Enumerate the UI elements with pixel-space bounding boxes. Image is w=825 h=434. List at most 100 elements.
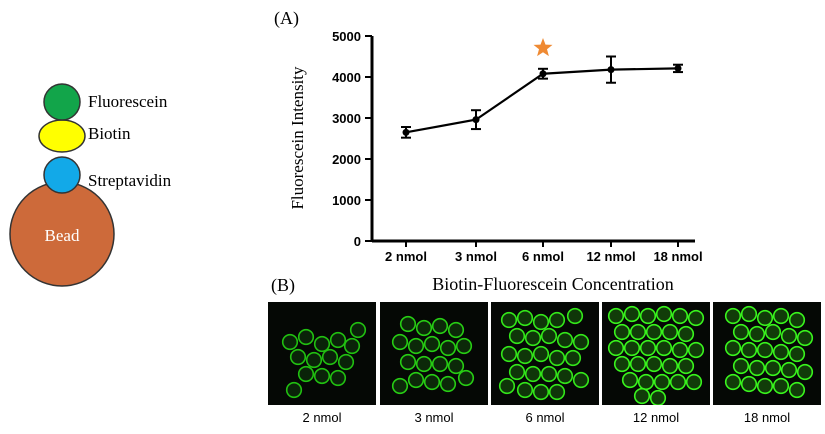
- bead-particle: [780, 361, 798, 379]
- micrograph-image: [281, 321, 367, 399]
- bead-particle: [439, 339, 457, 357]
- bead-particle: [613, 323, 631, 341]
- bead-particle: [407, 371, 425, 389]
- bead-particle: [329, 331, 347, 349]
- bead-particle: [740, 341, 758, 359]
- micrograph-label: 12 nmol: [632, 410, 680, 425]
- bead-particle: [399, 353, 417, 371]
- micrograph-3nmol: [380, 302, 488, 405]
- bead-particle: [391, 377, 409, 395]
- bead-particle: [637, 373, 655, 391]
- data-point: [472, 116, 480, 124]
- bead-particle: [653, 373, 671, 391]
- bead-particle: [748, 325, 766, 343]
- bead-particle: [548, 311, 566, 329]
- x-axis-title: Biotin-Fluorescein Concentration: [432, 274, 673, 294]
- bead-particle: [724, 373, 742, 391]
- bead-particle: [796, 363, 814, 381]
- bead-particle: [516, 309, 534, 327]
- bead-particle: [516, 347, 534, 365]
- bead-particle: [532, 383, 550, 401]
- bead-particle: [297, 365, 315, 383]
- bead-particle: [756, 341, 774, 359]
- bead-particle: [548, 349, 566, 367]
- biotin-label: Biotin: [88, 124, 131, 143]
- micrograph-label: 2 nmol: [302, 410, 342, 425]
- bead-particle: [671, 307, 689, 325]
- bead-particle: [671, 341, 689, 359]
- bead-particle: [457, 369, 475, 387]
- bead-particle: [281, 333, 299, 351]
- bead-particle: [645, 323, 663, 341]
- micrograph-image: [724, 305, 814, 399]
- bead-particle: [423, 335, 441, 353]
- bead-particle: [633, 387, 651, 405]
- y-ticks: 0 1000 2000 3000 4000 5000: [332, 29, 372, 249]
- bead-particle: [313, 367, 331, 385]
- x-tick-label: 2 nmol: [385, 249, 427, 264]
- data-point: [674, 64, 682, 72]
- bead-particle: [540, 327, 558, 345]
- star-icon: [533, 38, 553, 57]
- bead-particle: [556, 331, 574, 349]
- bead-particle: [439, 375, 457, 393]
- micrograph-2nmol: [268, 302, 376, 405]
- bead-particle: [655, 339, 673, 357]
- bead-particle: [564, 349, 582, 367]
- bead-particle: [788, 345, 806, 363]
- bead-particle: [756, 377, 774, 395]
- y-tick-label: 2000: [332, 152, 361, 167]
- y-tick-label: 0: [354, 234, 361, 249]
- fluorescein-circle: [43, 83, 81, 121]
- bead-particle: [540, 365, 558, 383]
- bead-particle: [455, 337, 473, 355]
- bead-particle: [772, 343, 790, 361]
- bead-particle: [788, 381, 806, 399]
- panel-a-label: (A): [274, 8, 299, 29]
- bead-particle: [391, 333, 409, 351]
- bead-particle: [649, 389, 667, 405]
- bead-particle: [687, 341, 705, 359]
- bead-particle: [516, 381, 534, 399]
- bead-particle: [732, 357, 750, 375]
- bead-particle: [639, 307, 657, 325]
- bead-schematic: Bead Streptavidin Biotin Fluorescein: [9, 83, 172, 287]
- bead-particle: [447, 321, 465, 339]
- y-tick-label: 1000: [332, 193, 361, 208]
- bead-particle: [329, 369, 347, 387]
- bead-particle: [669, 373, 687, 391]
- bead-particle: [661, 323, 679, 341]
- bead-particle: [337, 353, 355, 371]
- bead-particle: [572, 333, 590, 351]
- bead-particle: [780, 327, 798, 345]
- x-tick-label: 18 nmol: [653, 249, 702, 264]
- bead-particle: [772, 307, 790, 325]
- bead-particle: [685, 373, 703, 391]
- micrograph-6nmol: [491, 302, 599, 405]
- y-tick-label: 4000: [332, 70, 361, 85]
- bead-particle: [655, 305, 673, 323]
- bead-particle: [289, 348, 307, 366]
- y-axis-title: Fluorescein Intensity: [288, 66, 307, 210]
- bead-particle: [677, 325, 695, 343]
- bead-particle: [447, 357, 465, 375]
- bead-particle: [629, 323, 647, 341]
- bead-particle: [732, 323, 750, 341]
- micrograph-label: 18 nmol: [743, 410, 791, 425]
- bead-particle: [305, 351, 323, 369]
- fluorescein-label: Fluorescein: [88, 92, 168, 111]
- bead-particle: [508, 363, 526, 381]
- bead-particle: [788, 311, 806, 329]
- bead-particle: [621, 371, 639, 389]
- x-tick-label: 12 nmol: [586, 249, 635, 264]
- bead-particle: [740, 305, 758, 323]
- bead-particle: [548, 383, 566, 401]
- bead-particle: [607, 339, 625, 357]
- bead-particle: [415, 355, 433, 373]
- panel-b-label: (B): [271, 275, 295, 296]
- bead-particle: [500, 311, 518, 329]
- bead-particle: [349, 321, 367, 339]
- y-tick-label: 5000: [332, 29, 361, 44]
- data-point: [607, 66, 615, 74]
- bead-particle: [532, 345, 550, 363]
